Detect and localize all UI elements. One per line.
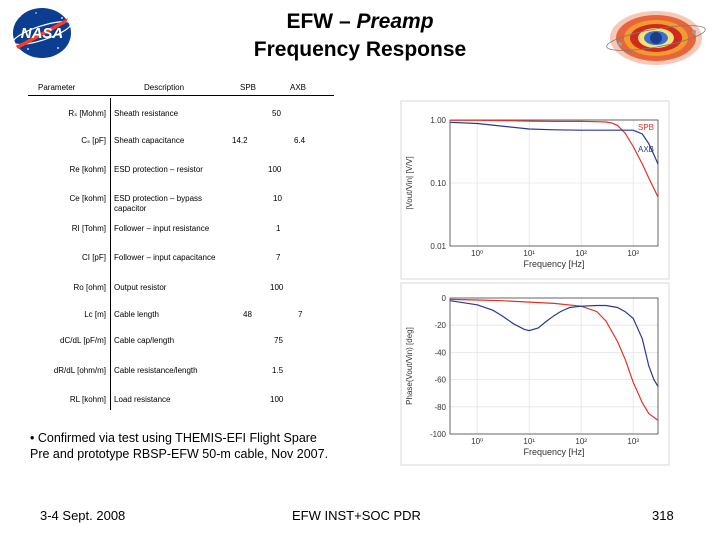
row-param: Lc [m] [84, 310, 106, 319]
gain-ytick-label: 0.10 [430, 179, 446, 188]
phase-frame [449, 297, 659, 435]
phase-ytick-label: -60 [434, 376, 446, 385]
gain-xlabel: Frequency [Hz] [523, 259, 584, 269]
phase-xtick-label: 10¹ [523, 437, 535, 446]
phase-xtick-label: 10² [575, 437, 587, 446]
row-value: 75 [274, 336, 283, 345]
gain-legend-axb: AXB [638, 145, 654, 154]
row-value: 100 [270, 395, 284, 404]
title-line2: Frequency Response [253, 38, 467, 61]
gain-chart-svg: 10⁰ 10¹ 10² 10³ 1.00 0.10 0.01 Frequency [Hz] |V… [400, 100, 670, 280]
row-description: Cable length [114, 310, 159, 319]
row-value-axb: 7 [298, 310, 303, 319]
row-value-axb: 6.4 [294, 136, 306, 145]
gain-xtick-label: 10⁰ [471, 249, 483, 258]
row-param: Rₛ [Mohm] [68, 109, 106, 118]
row-description: Cable resistance/length [114, 366, 198, 375]
gain-chart: 10⁰ 10¹ 10² 10³ 1.00 0.10 0.01 Frequency [Hz] |V… [400, 100, 670, 285]
row-description: Follower – input resistance [114, 224, 210, 233]
gain-ytick-label: 1.00 [430, 116, 446, 125]
row-param: Ro [ohm] [73, 283, 106, 292]
row-param: Ce [kohm] [69, 194, 106, 203]
gain-frame [449, 119, 659, 247]
phase-xtick-label: 10⁰ [471, 437, 483, 446]
phase-plot-area: 10⁰ 10¹ 10² 10³ 0 -20 -40 -60 -80 -100 Frequency [… [405, 294, 659, 457]
row-description: Cable cap/length [114, 336, 175, 345]
header-parameter: Parameter [38, 83, 76, 92]
nasa-logo: NASA [6, 4, 78, 62]
gain-ytick-label: 0.01 [430, 242, 446, 251]
gain-series-spb [450, 119, 659, 198]
row-description: Sheath capacitance [114, 136, 185, 145]
row-value: 10 [273, 194, 282, 203]
gain-legend-spb: SPB [638, 123, 654, 132]
row-value: 100 [268, 165, 282, 174]
page-number: 318 [652, 508, 674, 523]
phase-ytick-label: -100 [430, 430, 447, 439]
phase-ytick-label: -40 [434, 348, 446, 357]
gain-ylabel: |Vout/Vin| [V/V] [405, 156, 414, 209]
header-spb: SPB [240, 83, 257, 92]
row-description: ESD protection – bypass capacitor [114, 194, 203, 213]
row-param: CI [pF] [81, 253, 106, 262]
row-description: ESD protection – resistor [114, 165, 203, 174]
phase-series-axb [449, 300, 659, 387]
table-header: Parameter Description SPB AXB [28, 80, 334, 94]
column-divider [110, 98, 111, 410]
row-value-spb: 48 [243, 310, 252, 319]
row-description: Follower – input capacitance [114, 253, 216, 262]
gain-xtick-label: 10³ [627, 249, 639, 258]
phase-xlabel: Frequency [Hz] [523, 447, 584, 457]
row-param: Re [kohm] [69, 165, 106, 174]
phase-ylabel: Phase(Vout/Vin) [deg] [405, 327, 414, 405]
row-description: Sheath resistance [114, 109, 179, 118]
phase-chart-svg: 10⁰ 10¹ 10² 10³ 0 -20 -40 -60 -80 -100 Frequency [… [400, 282, 670, 466]
gain-xtick-label: 10² [575, 249, 587, 258]
conclusion-bullet: • Confirmed via test using THEMIS-EFI Fl… [30, 431, 329, 461]
row-param: Cₛ [pF] [81, 136, 106, 145]
phase-xtick-label: 10³ [627, 437, 639, 446]
header-description: Description [144, 83, 185, 92]
gain-series-axb [449, 121, 659, 165]
nasa-logo-text: NASA [21, 25, 64, 42]
row-param: RI [Tohm] [71, 224, 106, 233]
row-value-spb: 14.2 [232, 136, 248, 145]
row-param: RL [kohm] [69, 395, 106, 404]
footer-title: EFW INST+SOC PDR [292, 508, 421, 523]
page-title: EFW – Preamp Frequency Response [160, 8, 560, 64]
row-description: Load resistance [114, 395, 171, 404]
title-prefix: EFW – [286, 10, 357, 33]
phase-ytick-label: -20 [434, 321, 446, 330]
gain-xtick-label: 10¹ [523, 249, 535, 258]
row-value: 100 [270, 283, 284, 292]
row-param: dR/dL [ohm/m] [53, 366, 106, 375]
title-emphasis: Preamp [356, 10, 434, 33]
footer-date: 3-4 Sept. 2008 [40, 508, 126, 523]
row-value: 50 [272, 109, 281, 118]
phase-series-spb [449, 298, 659, 421]
phase-ytick-label: 0 [442, 294, 447, 303]
gain-plot-area: 10⁰ 10¹ 10² 10³ 1.00 0.10 0.01 Frequency [Hz] |V… [405, 116, 659, 269]
header-divider [28, 95, 334, 96]
phase-ytick-label: -80 [434, 403, 446, 412]
row-value: 1 [276, 224, 281, 233]
row-value: 1.5 [272, 366, 284, 375]
row-value: 7 [276, 253, 281, 262]
header-axb: AXB [290, 83, 307, 92]
phase-chart: 10⁰ 10¹ 10² 10³ 0 -20 -40 -60 -80 -100 Frequency [… [400, 282, 670, 471]
radiation-belt-image [598, 8, 710, 72]
row-param: dC/dL [pF/m] [60, 336, 106, 345]
row-description: Output resistor [114, 283, 167, 292]
